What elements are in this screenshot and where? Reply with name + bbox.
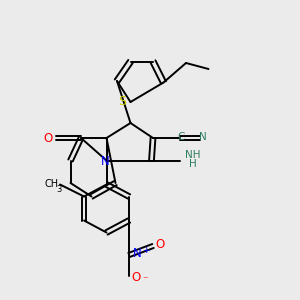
Text: C: C xyxy=(177,132,184,142)
Text: NH: NH xyxy=(185,150,200,160)
Text: N: N xyxy=(199,132,207,142)
Text: 3: 3 xyxy=(56,185,62,194)
Text: O: O xyxy=(156,238,165,251)
Text: ⁻: ⁻ xyxy=(142,275,148,286)
Text: CH: CH xyxy=(44,179,59,189)
Text: N: N xyxy=(100,154,109,168)
Text: H: H xyxy=(189,159,196,169)
Text: N: N xyxy=(133,247,142,260)
Text: +: + xyxy=(142,246,149,255)
Text: O: O xyxy=(132,271,141,284)
Text: O: O xyxy=(44,131,52,145)
Text: S: S xyxy=(118,95,126,108)
